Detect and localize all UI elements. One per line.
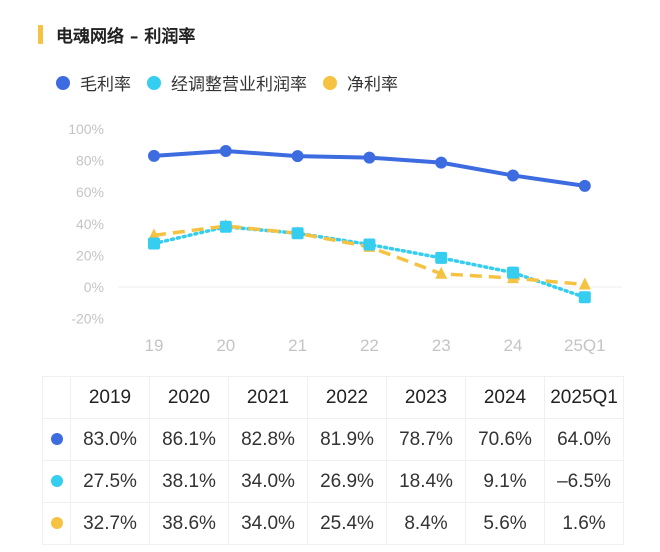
x-tick-label: 21: [288, 336, 307, 355]
table-cell: 38.6%: [149, 502, 229, 545]
table-cell: 34.0%: [228, 460, 308, 503]
table-cell: 1.6%: [544, 502, 624, 545]
data-point: [363, 151, 376, 164]
legend-item: 经调整营业利润率: [147, 70, 307, 95]
table-cell: 32.7%: [70, 502, 150, 545]
table-cell: 8.4%: [386, 502, 466, 545]
table-cell: 18.4%: [386, 460, 466, 503]
column-header: 2019: [70, 376, 150, 419]
legend-dot-icon: [147, 75, 161, 90]
x-tick-label: 20: [216, 336, 235, 355]
data-point: [435, 251, 448, 264]
data-point: [435, 156, 448, 169]
table-cell: 70.6%: [465, 418, 545, 461]
legend-item: 净利率: [323, 70, 398, 95]
table-cell: 5.6%: [465, 502, 545, 545]
table-cell: –6.5%: [544, 460, 624, 503]
data-point: [363, 238, 376, 251]
x-tick-label: 24: [504, 336, 523, 355]
data-point: [219, 220, 232, 233]
column-header: 2022: [307, 376, 387, 419]
data-point: [578, 291, 591, 304]
data-point: [507, 266, 519, 279]
data-point: [148, 237, 160, 250]
data-point: [507, 169, 519, 182]
x-tick-label: 25Q1: [564, 336, 606, 355]
series-dot-icon: [50, 516, 63, 529]
y-tick-label: 100%: [68, 121, 104, 137]
series-dot-icon: [50, 432, 63, 445]
legend-label: 毛利率: [80, 75, 131, 95]
line-chart: 100% 80% 60% 40% 20% 0% -20% 19 20 21 22 23 24 25Q1: [68, 121, 622, 355]
table-header-row: 2019 2020 2021 2022 2023 2024 2025Q1: [42, 376, 624, 419]
chart-title: 电魂网络 – 利润率: [38, 22, 195, 47]
column-header: 2020: [149, 376, 229, 419]
data-point: [219, 144, 232, 157]
table-cell: 82.8%: [228, 418, 308, 461]
row-marker: [42, 460, 71, 503]
table-row: 32.7% 38.6% 34.0% 25.4% 8.4% 5.6% 1.6%: [42, 502, 624, 545]
data-table: 2019 2020 2021 2022 2023 2024 2025Q1 83.0% 86.1%…: [42, 376, 624, 545]
legend-item: 毛利率: [56, 70, 131, 95]
data-point: [578, 179, 591, 192]
legend-dot-icon: [56, 75, 70, 90]
legend-label: 净利率: [347, 75, 398, 95]
table-cell: 64.0%: [544, 418, 624, 461]
column-header: 2021: [228, 376, 308, 419]
x-tick-label: 22: [360, 336, 379, 355]
y-tick-label: 20%: [76, 247, 104, 263]
table-cell: 27.5%: [70, 460, 150, 503]
table-cell: 25.4%: [307, 502, 387, 545]
table-cell: 9.1%: [465, 460, 545, 503]
column-header: 2025Q1: [544, 376, 624, 419]
x-tick-label: 23: [432, 336, 451, 355]
data-point: [148, 228, 160, 241]
title-text: 电魂网络 – 利润率: [56, 27, 196, 47]
title-accent-bar: [38, 25, 43, 44]
table-cell: 34.0%: [228, 502, 308, 545]
y-tick-label: 40%: [76, 216, 104, 232]
table-cell: 83.0%: [70, 418, 150, 461]
table-cell: 38.1%: [149, 460, 229, 503]
column-header: 2023: [386, 376, 466, 419]
series-dot-icon: [50, 474, 63, 487]
table-row: 27.5% 38.1% 34.0% 26.9% 18.4% 9.1% –6.5%: [42, 460, 624, 503]
y-tick-label: 60%: [76, 184, 104, 200]
header-corner: [42, 376, 71, 419]
y-tick-label: 80%: [76, 153, 104, 169]
data-point: [291, 227, 304, 240]
data-point: [291, 150, 304, 163]
table-cell: 26.9%: [307, 460, 387, 503]
data-point: [148, 149, 160, 162]
table-cell: 86.1%: [149, 418, 229, 461]
x-tick-label: 19: [145, 336, 164, 355]
legend-label: 经调整营业利润率: [171, 75, 307, 95]
table-cell: 78.7%: [386, 418, 466, 461]
y-tick-label: 0%: [84, 279, 104, 295]
row-marker: [42, 502, 71, 545]
data-point: [578, 277, 591, 290]
legend: 毛利率 经调整营业利润率 净利率: [56, 70, 414, 95]
table-cell: 81.9%: [307, 418, 387, 461]
y-tick-label: -20%: [71, 311, 104, 327]
data-point: [435, 266, 448, 279]
table-row: 83.0% 86.1% 82.8% 81.9% 78.7% 70.6% 64.0%: [42, 418, 624, 461]
column-header: 2024: [465, 376, 545, 419]
legend-dot-icon: [323, 75, 337, 90]
row-marker: [42, 418, 71, 461]
